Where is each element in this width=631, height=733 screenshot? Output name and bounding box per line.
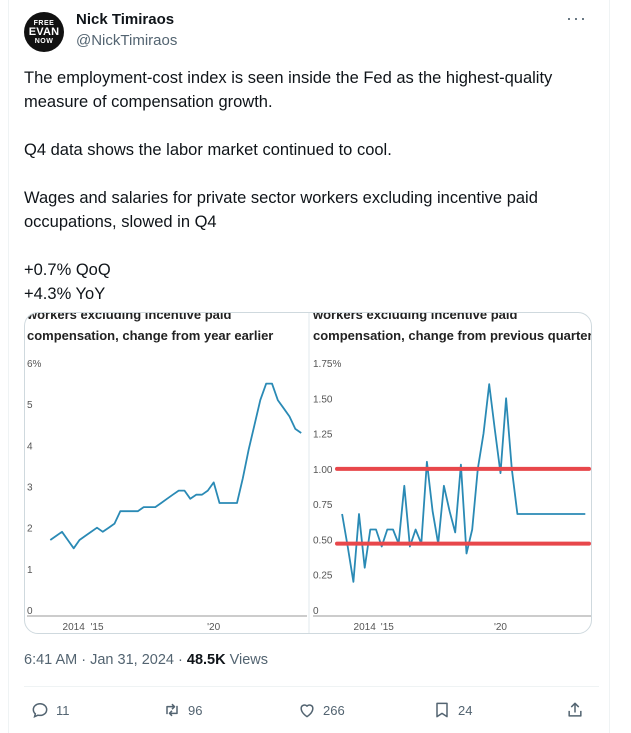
more-options-icon[interactable]: ··· — [566, 8, 587, 28]
divider — [24, 686, 599, 687]
bookmark-icon — [436, 702, 448, 718]
reply-count: 11 — [56, 702, 70, 718]
x-tick-label: 2014 — [354, 622, 377, 633]
author-name[interactable]: Nick Timiraos — [76, 11, 175, 28]
tweet-paragraph: +4.3% YoY — [24, 285, 106, 303]
views-label: Views — [229, 652, 269, 668]
like-button[interactable]: 266 — [297, 700, 345, 720]
retweet-button[interactable]: 96 — [162, 700, 202, 720]
y-tick-label: 4 — [27, 441, 33, 452]
chart-title-line: compensation, change from previous quart… — [313, 328, 591, 343]
avatar-text-line-1: FREE — [33, 19, 55, 27]
y-tick-label: 0.25 — [313, 571, 333, 582]
x-tick-label: '15 — [90, 622, 103, 633]
x-tick-label: '15 — [381, 622, 394, 633]
tweet-time[interactable]: 6:41 AM — [24, 652, 78, 668]
tweet-paragraph: +0.7% QoQ — [24, 261, 111, 279]
y-tick-label: 0.50 — [313, 535, 333, 546]
chart-title-line: workers excluding incentive paid — [26, 313, 232, 322]
y-tick-label: 0.75 — [313, 500, 333, 511]
y-tick-label: 6% — [27, 359, 42, 370]
y-tick-label: 1 — [27, 565, 33, 576]
bookmark-count: 24 — [458, 702, 473, 718]
tweet-card — [8, 0, 610, 733]
author-handle[interactable]: @NickTimiraos — [76, 32, 178, 49]
tweet-paragraph: Q4 data shows the labor market continued… — [24, 141, 392, 159]
y-tick-label: 1.50 — [313, 394, 333, 405]
reply-button[interactable]: 11 — [30, 700, 70, 720]
bookmark-button[interactable]: 24 — [432, 700, 472, 720]
views-count: 48.5K — [186, 652, 226, 668]
chart-series-line — [49, 382, 302, 550]
share-button[interactable] — [565, 700, 585, 720]
y-tick-label: 3 — [27, 483, 33, 494]
share-icon — [568, 702, 582, 717]
meta-separator: · — [178, 652, 183, 668]
y-tick-label: 1.25 — [313, 430, 333, 441]
like-count: 266 — [323, 702, 345, 718]
avatar-text-line-3: NOW — [34, 37, 54, 45]
charts-image: workers excluding incentive paid compensa… — [26, 313, 591, 633]
tweet-date[interactable]: Jan 31, 2024 — [90, 652, 174, 668]
x-tick-label: 2014 — [63, 622, 86, 633]
tweet-paragraph: Wages and salaries for private sector wo… — [24, 189, 538, 231]
chart-series-line — [341, 383, 586, 583]
y-tick-label: 0 — [313, 606, 319, 617]
y-tick-label: 1.00 — [313, 465, 333, 476]
chart-title-line: compensation, change from year earlier — [27, 328, 273, 343]
heart-icon — [300, 704, 314, 718]
tweet-meta: 6:41 AM · Jan 31, 2024 · 48.5K Views — [24, 652, 268, 668]
y-tick-label: 5 — [27, 400, 33, 411]
tweet-text: The employment-cost index is seen inside… — [24, 66, 599, 306]
y-tick-label: 2 — [27, 524, 33, 535]
tweet-paragraph: The employment-cost index is seen inside… — [24, 69, 553, 111]
retweet-count: 96 — [188, 702, 203, 718]
y-tick-label: 1.75% — [313, 359, 341, 370]
x-tick-label: '20 — [207, 622, 220, 633]
meta-separator: · — [81, 652, 87, 668]
x-tick-label: '20 — [494, 622, 507, 633]
y-tick-label: 0 — [27, 606, 33, 617]
chart-title-line: workers excluding incentive paid — [312, 313, 518, 322]
reply-icon — [32, 702, 48, 718]
avatar-text-line-2: EVAN — [28, 25, 60, 38]
tweet-media-image[interactable]: workers excluding incentive paid compensa… — [24, 312, 592, 634]
retweet-icon — [166, 703, 178, 717]
avatar[interactable]: FREE EVAN NOW — [24, 12, 64, 52]
